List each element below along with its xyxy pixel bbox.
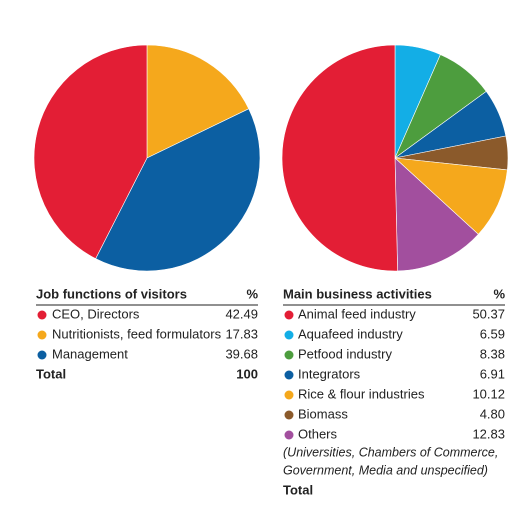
unit-header: %	[246, 286, 258, 301]
table-title: Main business activities	[283, 286, 432, 301]
pie-slice	[33, 44, 148, 260]
legend-label: Biomass	[298, 406, 348, 421]
pie-slice	[146, 44, 250, 159]
legend-dot	[284, 330, 294, 340]
value-label: 39.68	[225, 346, 258, 361]
value-label: 17.83	[225, 326, 258, 341]
pie-slice	[95, 108, 261, 272]
legend-dot	[284, 410, 294, 420]
table-title: Job functions of visitors	[36, 286, 187, 301]
legend-label: CEO, Directors	[52, 306, 140, 321]
legend-dot	[284, 370, 294, 380]
value-label: 6.59	[480, 326, 505, 341]
legend-label: Rice & flour industries	[298, 386, 425, 401]
legend-dot	[37, 310, 47, 320]
legend-label: Integrators	[298, 366, 361, 381]
legend-label: Petfood industry	[298, 346, 392, 361]
value-label: 8.38	[480, 346, 505, 361]
legend-dot	[284, 390, 294, 400]
value-label: 4.80	[480, 406, 505, 421]
legend-label: Nutritionists, feed formulators	[52, 326, 222, 341]
legend-label: Aquafeed industry	[298, 326, 403, 341]
note: Government, Media and unspecified)	[283, 463, 488, 477]
pie-slice	[394, 157, 508, 235]
legend-label: Animal feed industry	[298, 306, 416, 321]
value-label: 12.83	[472, 426, 505, 441]
legend-dot	[37, 330, 47, 340]
legend-dot	[284, 350, 294, 360]
value-label: 10.12	[472, 386, 505, 401]
legend-dot	[284, 310, 294, 320]
note: (Universities, Chambers of Commerce,	[283, 445, 498, 459]
legend-label: Management	[52, 346, 128, 361]
unit-header: %	[493, 286, 505, 301]
legend-dot	[37, 350, 47, 360]
pie-slice	[281, 44, 398, 272]
legend-dot	[284, 430, 294, 440]
total-label: Total	[283, 482, 313, 497]
total-label: Total	[36, 366, 66, 381]
legend-label: Others	[298, 426, 338, 441]
value-label: 50.37	[472, 306, 505, 321]
value-label: 42.49	[225, 306, 258, 321]
pie-slice	[394, 157, 479, 272]
total-value: 100	[236, 366, 258, 381]
value-label: 6.91	[480, 366, 505, 381]
